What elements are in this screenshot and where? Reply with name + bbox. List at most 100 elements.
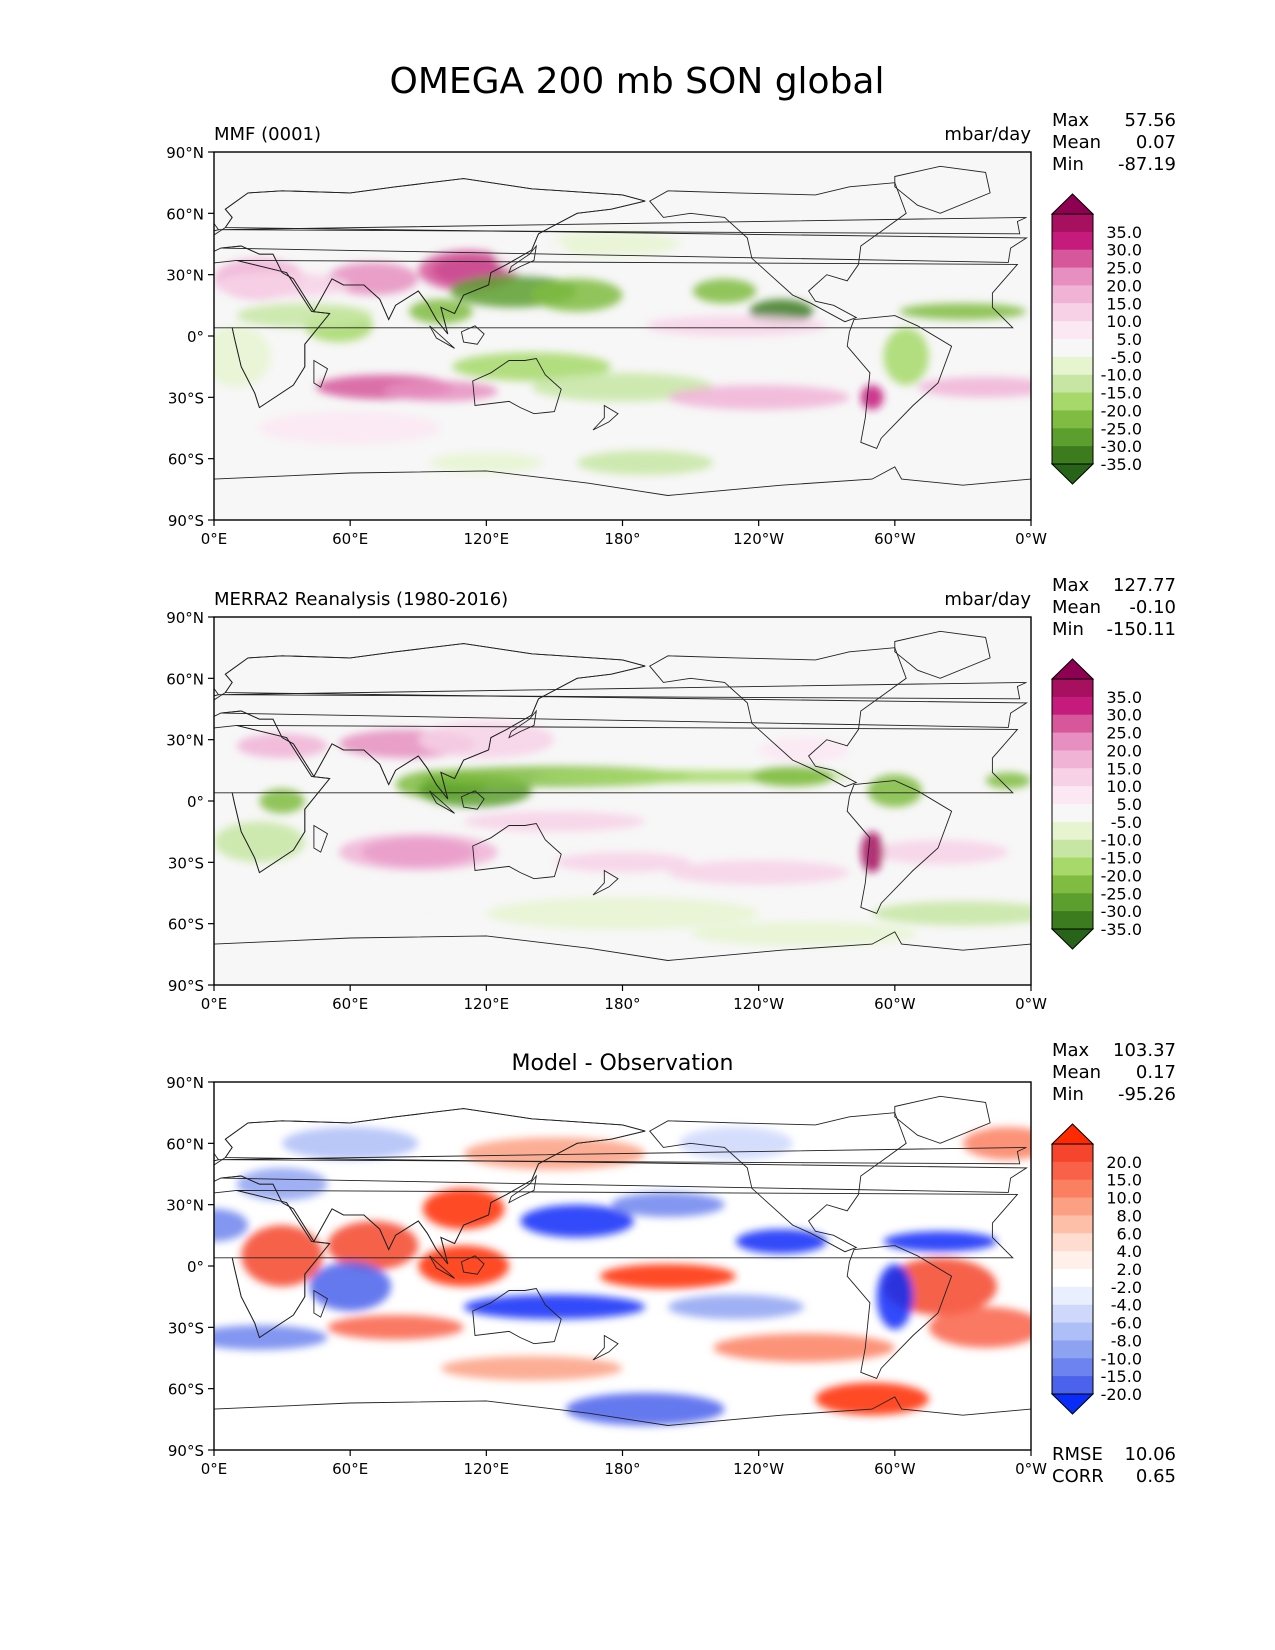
y-tick-label: 30°S bbox=[168, 854, 204, 872]
colorbar: 20.015.010.08.06.04.02.0-2.0-4.0-6.0-8.0… bbox=[1050, 1123, 1142, 1415]
colorbar-label: 8.0 bbox=[1117, 1206, 1142, 1225]
colorbar-label: 20.0 bbox=[1106, 276, 1142, 295]
colorbar-frame bbox=[1051, 1143, 1094, 1395]
stat-value: -150.11 bbox=[1107, 619, 1176, 640]
colorbar-label: -6.0 bbox=[1111, 1314, 1142, 1333]
colorbar-extend-bottom bbox=[1050, 463, 1095, 485]
panel-label: MERRA2 Reanalysis (1980-2016) bbox=[214, 589, 508, 610]
colorbar-segment bbox=[1052, 1304, 1093, 1324]
colorbar-segment bbox=[1052, 1340, 1093, 1359]
coastline bbox=[894, 165, 991, 214]
colorbar-label: -5.0 bbox=[1111, 348, 1142, 367]
field-blob bbox=[985, 772, 1031, 789]
coastline bbox=[313, 1289, 329, 1318]
field-blob bbox=[751, 766, 834, 787]
colorbar-label: 30.0 bbox=[1106, 706, 1142, 725]
colorbar-label: -20.0 bbox=[1101, 866, 1142, 885]
field-blob bbox=[418, 1245, 510, 1287]
stat-value: -87.19 bbox=[1118, 154, 1176, 175]
colorbar-segment bbox=[1052, 285, 1093, 304]
stat-name: Max bbox=[1052, 110, 1090, 131]
colorbar-label: -15.0 bbox=[1101, 384, 1142, 403]
field-blob bbox=[531, 278, 623, 312]
stat-name: Min bbox=[1052, 154, 1084, 175]
coastline bbox=[214, 643, 646, 800]
colorbar-segment bbox=[1052, 911, 1093, 930]
colorbar-segment bbox=[1052, 339, 1093, 358]
field-blob bbox=[962, 1126, 1031, 1160]
coastlines bbox=[214, 165, 1031, 496]
colorbar-segment bbox=[1052, 714, 1093, 734]
stat-name: Mean bbox=[1052, 597, 1101, 618]
colorbar-segment bbox=[1052, 1215, 1093, 1234]
field-blob bbox=[338, 833, 498, 871]
stat-value: 103.37 bbox=[1113, 1040, 1176, 1061]
coastline bbox=[214, 931, 1031, 961]
colorbar-extend-bottom bbox=[1050, 1393, 1095, 1415]
field-blob bbox=[899, 303, 1027, 320]
colorbar-label: 20.0 bbox=[1106, 1153, 1142, 1172]
stat-name: Max bbox=[1052, 575, 1090, 596]
field-blob bbox=[554, 852, 691, 873]
colorbar-segment bbox=[1052, 768, 1093, 787]
colorbar-extend-top bbox=[1050, 658, 1095, 680]
panels: 90°N60°N30°N0°30°S60°S90°S0°E 60°E 120°E 18… bbox=[166, 110, 1176, 1487]
x-tick-label: 0°W bbox=[1015, 995, 1047, 1013]
x-tick-label: 180° bbox=[604, 995, 640, 1013]
x-tick-label: 0°W bbox=[1015, 1460, 1047, 1478]
coastline bbox=[214, 1396, 1031, 1426]
field-blob bbox=[327, 262, 419, 296]
colorbar-segment bbox=[1052, 231, 1093, 251]
y-tick-label: 30°N bbox=[166, 1197, 204, 1215]
colorbar-label: -15.0 bbox=[1101, 849, 1142, 868]
coastlines bbox=[214, 630, 1031, 961]
colorbar-label: -35.0 bbox=[1101, 455, 1142, 474]
colorbar-label: -30.0 bbox=[1101, 902, 1142, 921]
field-blob bbox=[214, 272, 351, 298]
field-blob bbox=[409, 299, 473, 324]
coastlines bbox=[214, 1095, 1031, 1426]
field-blob bbox=[282, 1126, 419, 1160]
colorbar-label: 6.0 bbox=[1117, 1224, 1142, 1243]
field-blob bbox=[690, 921, 918, 947]
stat-name: Min bbox=[1052, 619, 1084, 640]
colorbar-label: 10.0 bbox=[1106, 777, 1142, 796]
colorbar-label: -15.0 bbox=[1101, 1367, 1142, 1386]
colorbar-label: 20.0 bbox=[1106, 741, 1142, 760]
field-blob bbox=[872, 901, 1031, 926]
colorbar-label: 15.0 bbox=[1106, 294, 1142, 313]
field-blob bbox=[867, 774, 923, 808]
colorbar-label: -8.0 bbox=[1111, 1331, 1142, 1350]
field-blob bbox=[486, 897, 759, 930]
field-blob bbox=[422, 1188, 505, 1230]
colorbar-segment bbox=[1052, 750, 1093, 769]
colorbar-segment bbox=[1052, 1233, 1093, 1252]
colorbar-label: 5.0 bbox=[1117, 795, 1142, 814]
coastline bbox=[429, 790, 455, 814]
colorbar-frame bbox=[1051, 213, 1094, 465]
stat-value: -95.26 bbox=[1118, 1084, 1176, 1105]
field-blob bbox=[679, 1126, 793, 1160]
coastline bbox=[218, 681, 1027, 700]
colorbar-segment bbox=[1052, 1179, 1093, 1199]
coastline bbox=[472, 823, 562, 880]
colorbar-segment bbox=[1052, 392, 1093, 411]
coastline bbox=[460, 325, 485, 345]
colorbar-segment bbox=[1052, 321, 1093, 340]
y-tick-label: 60°N bbox=[166, 205, 204, 223]
stat-name: Max bbox=[1052, 1040, 1090, 1061]
coastline bbox=[429, 325, 455, 349]
stat-value: 127.77 bbox=[1113, 575, 1176, 596]
field-blob bbox=[236, 733, 328, 759]
y-tick-label: 60°S bbox=[168, 451, 204, 469]
colorbar-segment bbox=[1052, 804, 1093, 823]
field-blob bbox=[259, 897, 441, 930]
colorbar-label: 10.0 bbox=[1106, 1189, 1142, 1208]
colorbar-label: 25.0 bbox=[1106, 259, 1142, 278]
x-tick-label: 180° bbox=[604, 530, 640, 548]
field-blob bbox=[565, 1392, 725, 1426]
x-tick-label: 180° bbox=[604, 1460, 640, 1478]
y-tick-label: 90°N bbox=[166, 1074, 204, 1092]
colorbar-label: -20.0 bbox=[1101, 401, 1142, 420]
colorbar-segment bbox=[1052, 214, 1093, 233]
